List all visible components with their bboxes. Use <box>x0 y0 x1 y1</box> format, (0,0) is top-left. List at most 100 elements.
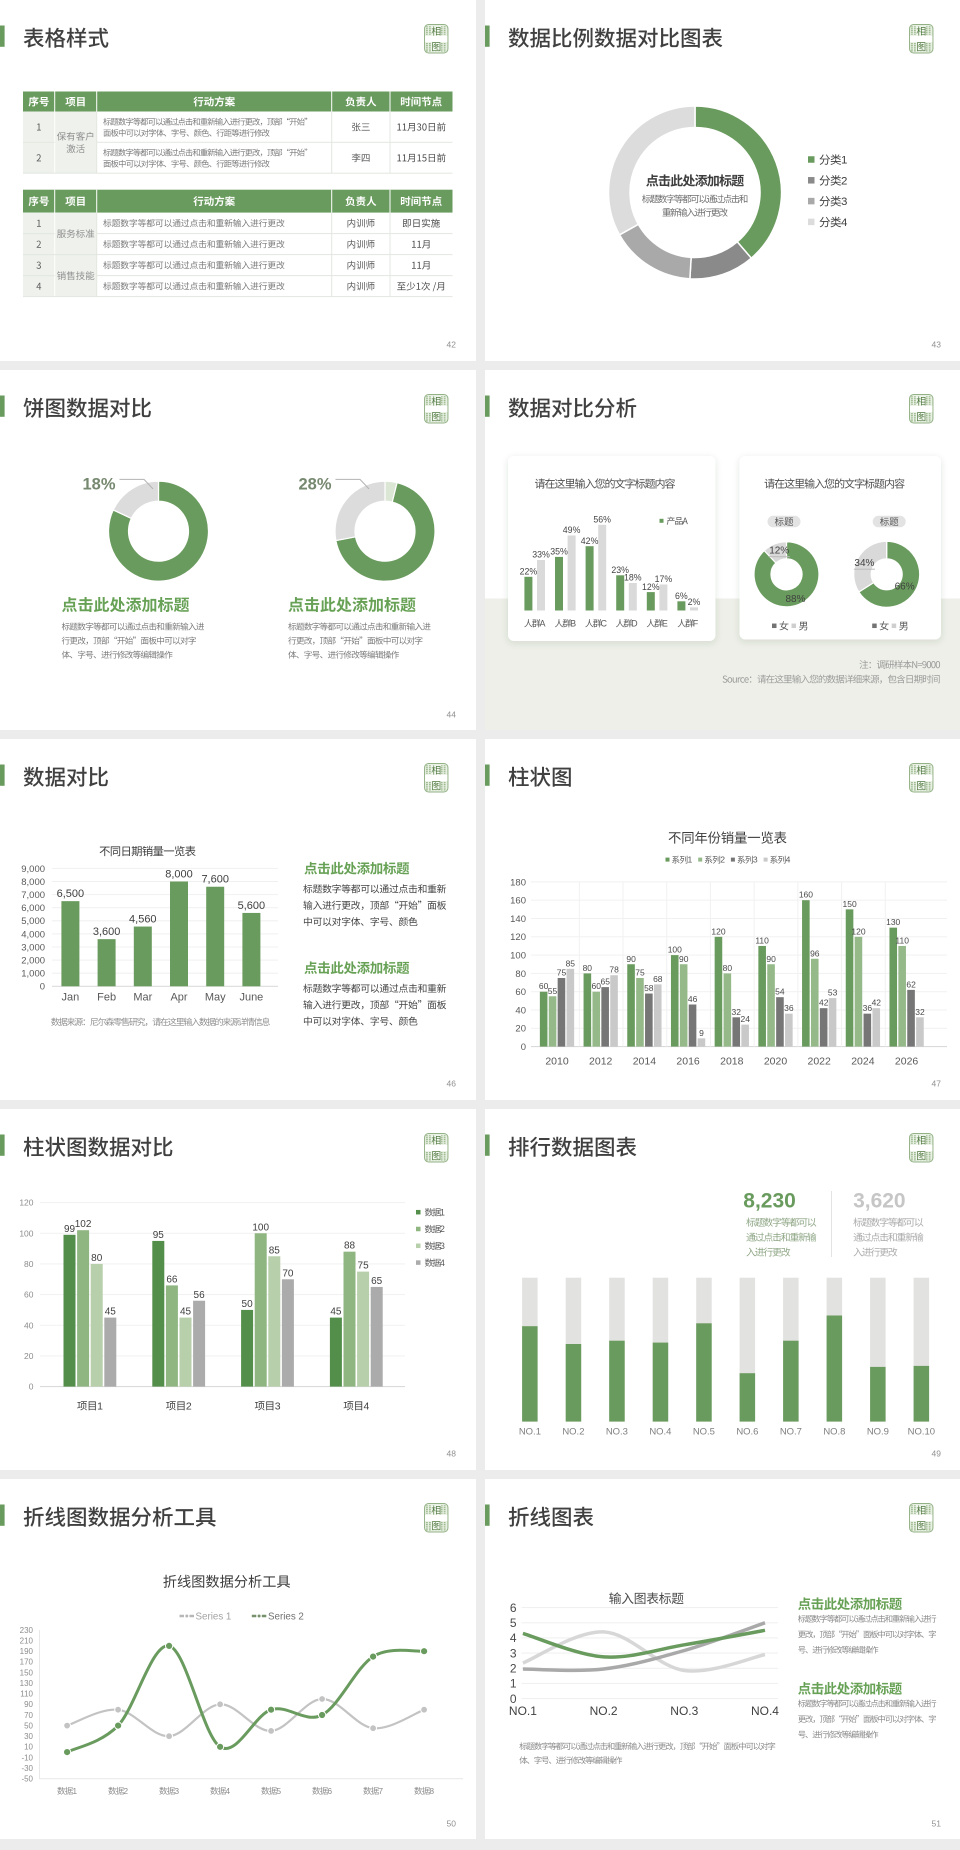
svg-text:42: 42 <box>872 998 882 1008</box>
svg-text:7,000: 7,000 <box>21 890 45 901</box>
svg-text:40: 40 <box>24 1320 34 1330</box>
svg-text:NO.3: NO.3 <box>606 1427 628 1438</box>
svg-text:80: 80 <box>515 969 526 980</box>
svg-text:40: 40 <box>515 1006 526 1017</box>
svg-text:NO.8: NO.8 <box>823 1427 845 1438</box>
svg-text:50: 50 <box>24 1721 33 1730</box>
svg-text:-50: -50 <box>21 1774 33 1783</box>
svg-text:2: 2 <box>123 1786 128 1796</box>
svg-text:NO.4: NO.4 <box>649 1427 671 1438</box>
svg-text:60: 60 <box>539 982 549 992</box>
svg-text:NO.10: NO.10 <box>908 1427 935 1438</box>
svg-text:80: 80 <box>91 1253 103 1264</box>
svg-text:6%: 6% <box>675 591 688 601</box>
svg-text:56: 56 <box>194 1290 206 1301</box>
svg-text:55: 55 <box>548 986 558 996</box>
svg-text:110: 110 <box>755 936 769 946</box>
svg-text:2022: 2022 <box>808 1057 831 1068</box>
svg-text:3: 3 <box>510 1646 517 1660</box>
svg-text:120: 120 <box>711 927 725 937</box>
svg-text:7: 7 <box>378 1786 383 1796</box>
svg-text:160: 160 <box>510 896 526 907</box>
svg-text:1: 1 <box>440 1207 445 1217</box>
svg-text:190: 190 <box>20 1647 34 1656</box>
svg-text:100: 100 <box>668 945 682 955</box>
svg-text:5: 5 <box>510 1616 517 1630</box>
svg-text:110: 110 <box>20 1689 33 1698</box>
svg-text:2020: 2020 <box>764 1057 787 1068</box>
svg-text:8,230: 8,230 <box>743 1189 796 1212</box>
svg-text:9: 9 <box>699 1028 704 1038</box>
svg-text:NO.6: NO.6 <box>736 1427 758 1438</box>
svg-text:95: 95 <box>153 1230 165 1241</box>
svg-text:2: 2 <box>510 1661 517 1675</box>
svg-text:2%: 2% <box>688 597 701 607</box>
svg-text:36: 36 <box>784 1004 794 1014</box>
svg-text:85: 85 <box>269 1245 281 1256</box>
svg-text:3: 3 <box>275 1401 281 1412</box>
svg-text:90: 90 <box>766 954 776 964</box>
svg-text:NO.9: NO.9 <box>867 1427 889 1438</box>
svg-text:-30: -30 <box>21 1764 33 1773</box>
svg-text:12%: 12% <box>769 545 789 556</box>
svg-text:18%: 18% <box>624 572 642 582</box>
svg-text:80: 80 <box>583 963 593 973</box>
svg-text:120: 120 <box>19 1198 33 1208</box>
svg-text:42%: 42% <box>581 536 599 546</box>
svg-text:0: 0 <box>510 1692 517 1706</box>
svg-text:100: 100 <box>252 1222 269 1233</box>
svg-text:170: 170 <box>20 1657 34 1666</box>
svg-text:88: 88 <box>344 1241 356 1252</box>
svg-text:Series 1: Series 1 <box>196 1611 232 1622</box>
svg-text:90: 90 <box>679 954 689 964</box>
svg-text:5: 5 <box>276 1786 281 1796</box>
svg-text:18%: 18% <box>83 475 116 493</box>
svg-text:2014: 2014 <box>633 1057 656 1068</box>
svg-text:20: 20 <box>24 1351 34 1361</box>
svg-text:1: 1 <box>510 1676 517 1690</box>
svg-text:2026: 2026 <box>895 1057 918 1068</box>
svg-text:45: 45 <box>105 1307 117 1318</box>
svg-text:-10: -10 <box>21 1753 33 1762</box>
svg-text:68: 68 <box>653 974 663 984</box>
svg-text:NO.7: NO.7 <box>780 1427 802 1438</box>
svg-text:1: 1 <box>688 855 693 865</box>
svg-text:110: 110 <box>895 936 909 946</box>
svg-text:85: 85 <box>566 959 576 969</box>
svg-text:20: 20 <box>515 1024 526 1035</box>
svg-text:10: 10 <box>24 1742 33 1751</box>
svg-text:130: 130 <box>20 1679 34 1688</box>
svg-text:80: 80 <box>24 1259 34 1269</box>
svg-text:160: 160 <box>799 890 813 900</box>
svg-text:46: 46 <box>447 1079 457 1089</box>
svg-text:4: 4 <box>841 217 848 229</box>
svg-text:78: 78 <box>609 965 619 975</box>
svg-text:NO.4: NO.4 <box>751 1704 779 1718</box>
svg-text:Series 2: Series 2 <box>268 1611 304 1622</box>
svg-text:34%: 34% <box>854 558 874 569</box>
svg-text:3: 3 <box>174 1786 179 1796</box>
svg-text:120: 120 <box>510 933 526 944</box>
svg-text:58: 58 <box>644 983 654 993</box>
svg-text:8: 8 <box>429 1786 434 1796</box>
svg-text:150: 150 <box>20 1668 34 1677</box>
svg-text:0: 0 <box>29 1382 34 1392</box>
svg-text:E: E <box>662 618 668 628</box>
svg-text:2: 2 <box>440 1224 445 1234</box>
svg-text:42: 42 <box>447 339 457 349</box>
svg-text:49%: 49% <box>563 525 581 535</box>
svg-text:1: 1 <box>97 1401 103 1412</box>
svg-text:2: 2 <box>720 855 725 865</box>
svg-text:4: 4 <box>440 1258 445 1268</box>
svg-text:May: May <box>205 992 226 1004</box>
svg-text:0: 0 <box>521 1042 526 1053</box>
svg-text:1: 1 <box>72 1786 77 1796</box>
svg-text:62: 62 <box>906 980 916 990</box>
svg-text:A: A <box>540 618 546 628</box>
svg-text:D: D <box>631 618 638 628</box>
svg-text:60: 60 <box>591 982 601 992</box>
svg-text:8,000: 8,000 <box>21 877 45 888</box>
svg-text:88%: 88% <box>786 594 806 605</box>
svg-text:150: 150 <box>843 899 857 909</box>
svg-text:47: 47 <box>932 1079 942 1089</box>
